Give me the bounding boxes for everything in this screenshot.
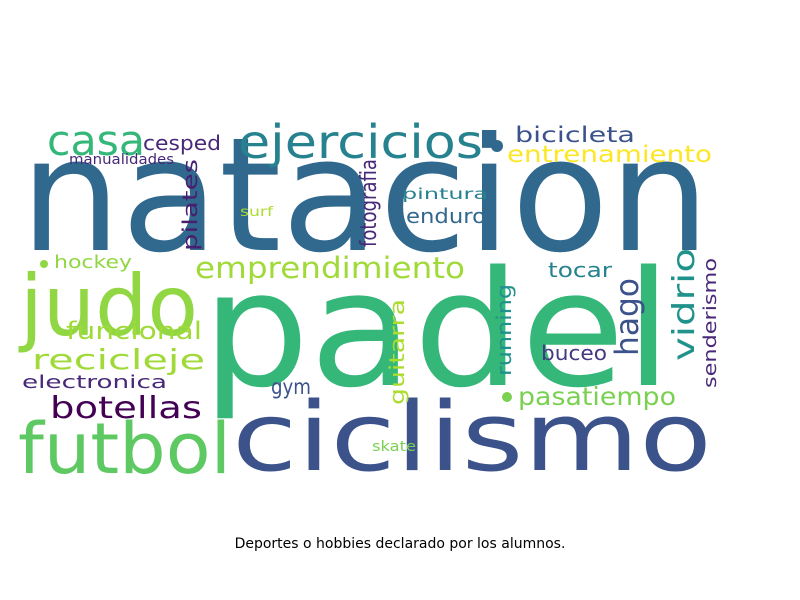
word-pintura: fotografia	[357, 159, 382, 247]
word-skate: skate	[372, 439, 416, 455]
word-buceo: buceo	[541, 341, 607, 365]
dot-mark	[502, 392, 512, 402]
word-gym: gym	[271, 375, 311, 399]
word-futbol: futbol	[18, 408, 231, 490]
word-bicicleta: bicicleta	[515, 123, 635, 147]
word-hago: hago	[608, 278, 646, 356]
word-enduro: enduro	[406, 204, 486, 228]
word-emprendimiento: emprendimiento	[195, 251, 465, 285]
word-cesped: cesped	[143, 131, 221, 155]
figure-caption: Deportes o hobbies declarado por los alu…	[234, 536, 566, 552]
word-surf: surf	[240, 205, 274, 220]
word-padel: padel	[202, 236, 672, 423]
word-botellas: botellas	[50, 391, 202, 426]
word-casa: casa	[47, 116, 145, 165]
word-hockey: hockey	[54, 252, 132, 273]
word-judo: judo	[18, 257, 198, 355]
word-funcional: funcional	[66, 317, 202, 345]
word-tocar: tocar	[548, 258, 613, 282]
dot-mark	[491, 140, 503, 152]
word-recicleje: recicleje	[32, 343, 205, 376]
word-pasatiempo: pasatiempo	[518, 382, 676, 411]
dot-mark	[40, 260, 48, 268]
word-pilates: pilates	[178, 159, 202, 251]
word-ciclismo: ciclismo	[232, 383, 712, 493]
word-fotografia: pintura	[402, 185, 488, 203]
word-manualidades: manualidades	[69, 152, 174, 168]
word-electronica: electronica	[22, 372, 167, 393]
word-guitarra: guitarra	[385, 299, 409, 405]
word-entrenamiento: entrenamiento	[507, 142, 712, 168]
word-natacion: natacion	[20, 104, 710, 288]
word-senderismo: senderismo	[700, 258, 721, 388]
word-running: running	[492, 284, 516, 376]
word-ejercicios: ejercicios	[238, 115, 483, 169]
word-vidrio: vidrio	[667, 248, 702, 361]
